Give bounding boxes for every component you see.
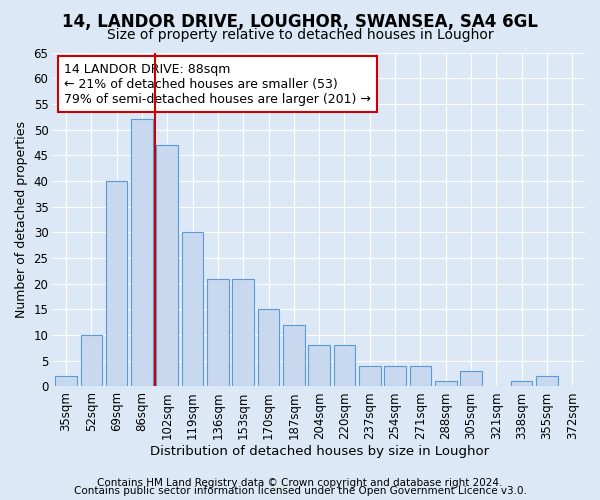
Bar xyxy=(536,376,558,386)
Bar xyxy=(435,382,457,386)
Bar xyxy=(80,335,102,386)
Bar xyxy=(460,371,482,386)
Bar xyxy=(106,181,127,386)
Text: Size of property relative to detached houses in Loughor: Size of property relative to detached ho… xyxy=(107,28,493,42)
Bar xyxy=(232,278,254,386)
Text: Contains HM Land Registry data © Crown copyright and database right 2024.: Contains HM Land Registry data © Crown c… xyxy=(97,478,503,488)
Bar xyxy=(511,382,532,386)
Bar xyxy=(55,376,77,386)
Text: 14 LANDOR DRIVE: 88sqm
← 21% of detached houses are smaller (53)
79% of semi-det: 14 LANDOR DRIVE: 88sqm ← 21% of detached… xyxy=(64,62,371,106)
Bar xyxy=(359,366,380,386)
Bar xyxy=(258,310,279,386)
Bar xyxy=(385,366,406,386)
Bar xyxy=(334,346,355,387)
Y-axis label: Number of detached properties: Number of detached properties xyxy=(15,121,28,318)
Bar xyxy=(410,366,431,386)
Bar xyxy=(131,120,152,386)
Bar xyxy=(283,325,305,386)
Bar xyxy=(157,145,178,386)
Bar xyxy=(207,278,229,386)
Bar xyxy=(182,232,203,386)
X-axis label: Distribution of detached houses by size in Loughor: Distribution of detached houses by size … xyxy=(149,444,489,458)
Bar xyxy=(308,346,330,387)
Text: 14, LANDOR DRIVE, LOUGHOR, SWANSEA, SA4 6GL: 14, LANDOR DRIVE, LOUGHOR, SWANSEA, SA4 … xyxy=(62,12,538,30)
Text: Contains public sector information licensed under the Open Government Licence v3: Contains public sector information licen… xyxy=(74,486,526,496)
